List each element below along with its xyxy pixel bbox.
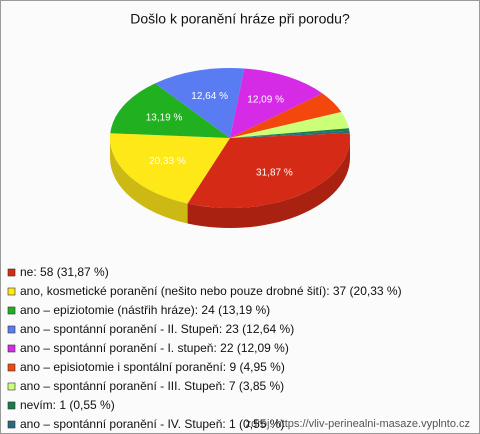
data-label: 31,87 %	[256, 167, 293, 178]
slice	[230, 93, 342, 138]
data-label: 12,64 %	[191, 91, 228, 102]
slice-side	[110, 138, 188, 224]
data-label: 13,19 %	[146, 113, 183, 124]
legend-label: ano – spontánní poranění - II. Stupeň: 2…	[20, 322, 294, 336]
chart-title: Došlo k poranění hráze při porodu?	[130, 11, 350, 27]
legend-label: ne: 58 (31,87 %)	[20, 265, 109, 279]
slice-side	[187, 138, 350, 228]
legend-swatch	[7, 420, 16, 429]
legend-swatch	[7, 287, 16, 296]
legend-swatch	[7, 325, 16, 334]
legend-swatch	[7, 382, 16, 391]
data-label: 12,09 %	[247, 95, 284, 106]
legend-label: ano – spontánní poranění - IV. Stupeň: 1…	[20, 417, 284, 431]
legend-swatch	[7, 306, 16, 315]
slice	[155, 68, 245, 138]
slice	[230, 68, 323, 138]
legend-label: ano – episiotomie i spontální poranění: …	[20, 360, 285, 374]
slice	[110, 83, 230, 138]
legend-swatch	[7, 401, 16, 410]
legend-label: ano, kosmetické poranění (nešito nebo po…	[20, 284, 402, 298]
legend-label: ano – spontánní poranění - I. stupeň: 22…	[20, 341, 289, 355]
slice	[187, 133, 350, 208]
source: zdroj: https://vliv-perinealni-masaze.vy…	[246, 418, 470, 430]
data-label: 20,33 %	[149, 156, 186, 167]
slice	[230, 111, 349, 138]
slice	[110, 133, 230, 204]
legend-swatch	[7, 344, 16, 353]
slice	[230, 128, 350, 138]
slice	[230, 130, 350, 138]
legend-label: ano – spontánní poranění - III. Stupeň: …	[20, 379, 284, 393]
legend-label: nevím: 1 (0,55 %)	[20, 398, 115, 412]
legend-swatch	[7, 268, 16, 277]
legend-swatch	[7, 363, 16, 372]
legend-label: ano – epiziotomie (nástřih hráze): 24 (1…	[20, 303, 270, 317]
